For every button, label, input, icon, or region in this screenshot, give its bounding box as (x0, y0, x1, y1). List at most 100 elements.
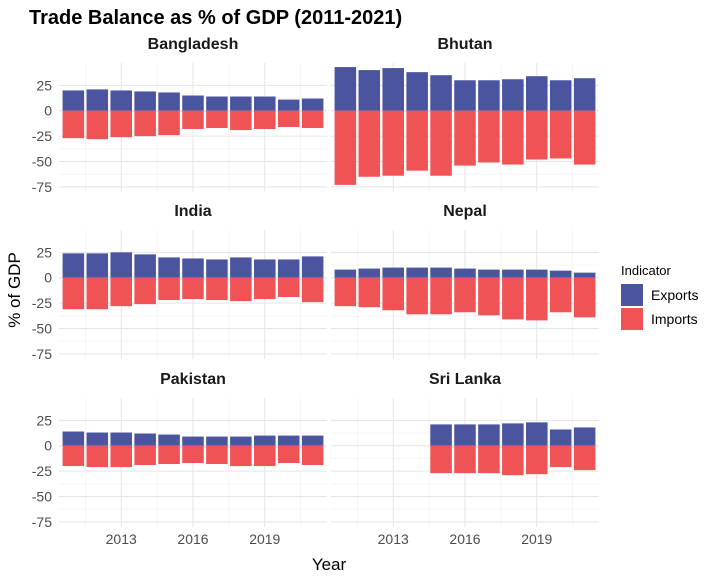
bar-pakistan-imports-2017 (206, 445, 228, 465)
bar-nepal-exports-2018 (502, 269, 524, 278)
bar-nepal-exports-2021 (573, 272, 596, 278)
bar-bangladesh-exports-2015 (158, 92, 180, 111)
bar-bhutan-exports-2013 (382, 68, 404, 111)
y-tick-label: 0 (44, 438, 52, 454)
y-tick-label: -75 (32, 514, 52, 530)
bar-bhutan-exports-2021 (573, 78, 596, 111)
bar-pakistan-imports-2018 (230, 445, 252, 467)
bar-pakistan-imports-2012 (86, 445, 109, 468)
y-axis-title: % of GDP (5, 252, 24, 328)
bar-pakistan-exports-2021 (301, 435, 324, 446)
bar-nepal-exports-2020 (549, 270, 572, 278)
bar-bangladesh-imports-2020 (277, 110, 300, 127)
bar-india-exports-2017 (206, 259, 228, 278)
bar-bhutan-imports-2015 (430, 110, 452, 176)
bar-india-exports-2020 (277, 259, 300, 278)
bar-pakistan-exports-2020 (277, 435, 300, 446)
bar-bhutan-imports-2011 (334, 110, 357, 185)
x-tick-label: 2013 (378, 531, 409, 547)
bar-bhutan-imports-2012 (358, 110, 381, 177)
y-tick-label: -75 (32, 346, 52, 362)
bar-bangladesh-imports-2017 (206, 110, 228, 129)
bar-bhutan-exports-2017 (478, 80, 500, 111)
panel-title-sri-lanka: Sri Lanka (429, 371, 501, 388)
bar-sri-lanka-imports-2019 (526, 445, 548, 475)
bar-pakistan-exports-2019 (254, 435, 276, 446)
bar-pakistan-exports-2018 (230, 436, 252, 446)
bar-pakistan-exports-2017 (206, 436, 228, 446)
bar-pakistan-exports-2015 (158, 434, 180, 446)
bar-india-imports-2016 (182, 277, 204, 300)
bar-sri-lanka-imports-2021 (573, 445, 596, 471)
legend-title: Indicator (621, 263, 672, 278)
bar-pakistan-imports-2014 (134, 445, 156, 466)
bar-bangladesh-imports-2014 (134, 110, 156, 137)
y-tick-label: -75 (32, 179, 52, 195)
bar-india-exports-2021 (301, 256, 324, 278)
bar-nepal-imports-2021 (573, 277, 596, 318)
bar-nepal-exports-2013 (382, 267, 404, 278)
bar-bhutan-imports-2017 (478, 110, 500, 163)
bar-sri-lanka-imports-2015 (430, 445, 452, 474)
bar-bangladesh-exports-2020 (277, 99, 300, 111)
bar-india-exports-2019 (254, 259, 276, 278)
legend-label-imports: Imports (651, 311, 698, 327)
panel-nepal: Nepal (331, 203, 599, 359)
bar-bhutan-exports-2011 (334, 67, 357, 111)
bar-india-exports-2011 (62, 253, 85, 278)
bar-bangladesh-exports-2018 (230, 96, 252, 111)
bar-nepal-imports-2018 (502, 277, 524, 320)
bar-sri-lanka-exports-2021 (573, 427, 596, 446)
panel-title-india: India (174, 203, 211, 220)
bar-nepal-imports-2015 (430, 277, 452, 315)
panel-title-pakistan: Pakistan (160, 371, 226, 388)
bar-bangladesh-exports-2016 (182, 95, 204, 111)
bar-bhutan-imports-2020 (549, 110, 572, 159)
bar-india-exports-2015 (158, 257, 180, 278)
bar-bhutan-imports-2016 (454, 110, 476, 166)
bar-pakistan-imports-2015 (158, 445, 180, 465)
x-tick-label: 2013 (106, 531, 137, 547)
y-tick-label: -50 (32, 321, 52, 337)
bar-sri-lanka-exports-2020 (549, 429, 572, 446)
bar-pakistan-exports-2012 (86, 432, 109, 446)
bar-sri-lanka-exports-2017 (478, 424, 500, 446)
bar-bhutan-imports-2014 (406, 110, 428, 171)
panels-group: Bangladesh 25 0 -25 -50 -75 Bhutan India 25 0 -25 -… (32, 36, 599, 547)
bar-sri-lanka-exports-2018 (502, 423, 524, 446)
bar-bangladesh-exports-2019 (254, 96, 276, 111)
bar-pakistan-exports-2013 (110, 432, 132, 446)
bar-bhutan-exports-2012 (358, 70, 381, 111)
bar-nepal-imports-2013 (382, 277, 404, 311)
panel-india: India 25 0 -25 -50 -75 (32, 203, 327, 362)
x-axis-title: Year (312, 555, 347, 574)
y-tick-label: -25 (32, 128, 52, 144)
y-tick-label: -50 (32, 154, 52, 170)
bar-nepal-imports-2020 (549, 277, 572, 313)
bar-nepal-exports-2015 (430, 267, 452, 278)
bar-bhutan-imports-2013 (382, 110, 404, 176)
bar-nepal-exports-2017 (478, 269, 500, 278)
bar-bangladesh-exports-2021 (301, 98, 324, 111)
legend: Indicator Exports Imports (621, 263, 698, 330)
bar-nepal-imports-2014 (406, 277, 428, 315)
bar-sri-lanka-imports-2017 (478, 445, 500, 474)
x-tick-label: 2019 (249, 531, 280, 547)
bar-india-imports-2014 (134, 277, 156, 305)
bar-india-imports-2021 (301, 277, 324, 303)
bar-india-exports-2016 (182, 258, 204, 278)
bar-bangladesh-exports-2013 (110, 90, 132, 111)
bar-pakistan-exports-2014 (134, 433, 156, 446)
bar-nepal-exports-2016 (454, 268, 476, 278)
bar-bangladesh-exports-2014 (134, 91, 156, 111)
panel-title-bhutan: Bhutan (437, 36, 492, 53)
bar-india-imports-2011 (62, 277, 85, 310)
bar-india-exports-2014 (134, 254, 156, 278)
panel-bhutan: Bhutan (331, 36, 599, 192)
bar-india-exports-2013 (110, 252, 132, 278)
bar-pakistan-imports-2020 (277, 445, 300, 464)
bar-nepal-imports-2012 (358, 277, 381, 308)
bar-pakistan-imports-2019 (254, 445, 276, 467)
y-tick-label: 25 (36, 244, 52, 260)
bar-bhutan-exports-2020 (549, 80, 572, 111)
